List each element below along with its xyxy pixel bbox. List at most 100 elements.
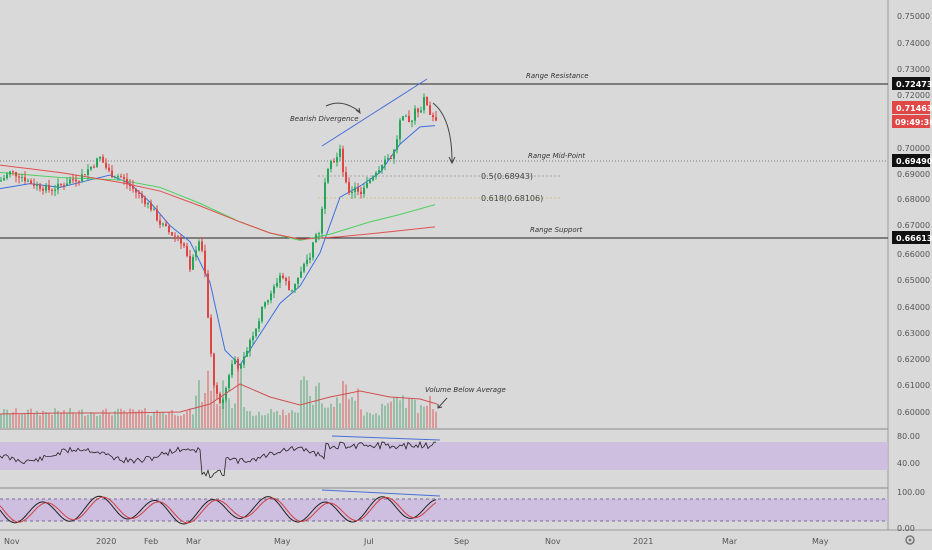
range-support-label: Range Support	[530, 226, 582, 234]
volume-bar	[138, 409, 140, 428]
volume-bar	[240, 363, 242, 428]
candle-body	[420, 110, 422, 113]
candle-body	[273, 286, 275, 294]
candle-body	[90, 166, 92, 170]
candle-body	[255, 328, 257, 336]
candle-body	[213, 353, 215, 386]
volume-bar	[129, 408, 131, 428]
candle-body	[54, 189, 56, 191]
volume-bar	[399, 400, 401, 428]
candle-body	[135, 188, 137, 193]
stoch-divergence-line[interactable]	[321, 489, 441, 497]
candle-body	[231, 364, 233, 376]
volume-bars	[0, 363, 437, 428]
price-tick: 0.66000	[897, 250, 930, 259]
price-badge-mid-point: 0.69490	[892, 154, 932, 167]
volume-bar	[18, 414, 20, 428]
candle-body	[348, 182, 350, 194]
volume-bar	[372, 414, 374, 428]
candle-body	[324, 182, 326, 209]
candle-body	[48, 184, 50, 190]
volume-bar	[264, 415, 266, 428]
volume-bar	[114, 411, 116, 428]
candle-body	[36, 184, 38, 186]
candle-body	[369, 180, 371, 183]
volume-bar	[396, 396, 398, 428]
volume-bar	[342, 381, 344, 428]
candle-body	[207, 273, 209, 318]
price-candles[interactable]	[0, 93, 437, 409]
volume-bar	[285, 415, 287, 428]
candle-body	[153, 209, 155, 211]
rsi-tick: 40.00	[897, 459, 920, 468]
candle-body	[411, 120, 413, 122]
volume-bar	[357, 388, 359, 428]
price-tick: 0.62000	[897, 355, 930, 364]
volume-bar	[381, 403, 383, 428]
time-axis: Nov 2020 Feb Mar May Jul Sep Nov 2021 Ma…	[4, 537, 829, 546]
volume-bar	[63, 410, 65, 428]
candle-body	[237, 359, 239, 369]
rsi-divergence-line[interactable]	[331, 435, 441, 441]
candle-body	[261, 306, 263, 322]
candle-body	[123, 177, 125, 179]
bearish-divergence-trendline[interactable]	[321, 78, 428, 147]
volume-bar	[330, 403, 332, 428]
candle-body	[222, 399, 224, 403]
price-badge-current: 0.71463	[892, 101, 932, 114]
candle-body	[240, 364, 242, 369]
volume-bar	[153, 412, 155, 428]
volume-bar	[132, 409, 134, 428]
candle-body	[69, 179, 71, 184]
candle-body	[330, 161, 332, 169]
candle-body	[399, 120, 401, 140]
volume-bar	[201, 402, 203, 428]
volume-bar	[429, 395, 431, 428]
candle-body	[99, 156, 101, 159]
candle-body	[246, 350, 248, 357]
chart-settings-icon[interactable]	[905, 535, 915, 545]
candle-body	[423, 96, 425, 111]
candle-body	[42, 188, 44, 191]
candle-body	[9, 171, 11, 175]
price-tick: 0.68000	[897, 195, 930, 204]
candle-body	[381, 164, 383, 171]
time-tick: 2021	[633, 537, 653, 546]
volume-bar	[303, 376, 305, 428]
price-badge-support: 0.66613	[892, 231, 932, 244]
candle-body	[279, 275, 281, 283]
candle-body	[30, 180, 32, 184]
volume-bar	[246, 410, 248, 428]
time-tick: Jul	[363, 537, 374, 546]
candle-body	[75, 179, 77, 182]
volume-bar	[27, 409, 29, 428]
candle-body	[318, 233, 320, 235]
price-tick: 0.69000	[897, 170, 930, 179]
candle-body	[3, 178, 5, 181]
stoch-tick: 0.00	[897, 524, 915, 533]
volume-bar	[291, 410, 293, 428]
candle-body	[384, 159, 386, 165]
candle-body	[327, 168, 329, 183]
volume-bar	[87, 414, 89, 428]
candle-body	[408, 115, 410, 122]
candle-body	[117, 176, 119, 178]
volume-bar	[156, 410, 158, 428]
candle-body	[300, 271, 302, 278]
volume-bar	[393, 397, 395, 428]
candle-body	[162, 223, 164, 225]
fib-0.618-label: 0.618(0.68106)	[481, 194, 543, 203]
volume-bar	[90, 412, 92, 428]
fib-0.5-label: 0.5(0.68943)	[481, 172, 533, 181]
candle-body	[114, 177, 116, 179]
candle-body	[288, 280, 290, 291]
candle-body	[258, 321, 260, 329]
svg-text:0.66613: 0.66613	[896, 234, 932, 243]
price-tick: 0.63000	[897, 329, 930, 338]
volume-bar	[39, 415, 41, 428]
volume-bar	[123, 410, 125, 428]
stoch-d-line	[0, 496, 437, 524]
volume-bar	[423, 406, 425, 428]
volume-bar	[300, 380, 302, 428]
